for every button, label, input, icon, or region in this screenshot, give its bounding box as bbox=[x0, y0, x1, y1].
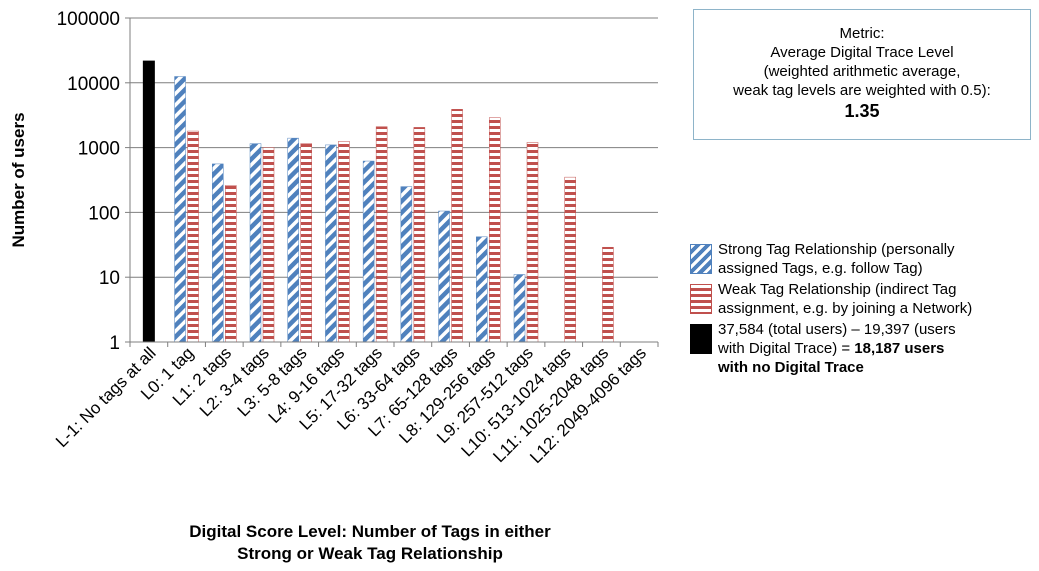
legend-none-line3: with no Digital Trace bbox=[718, 359, 864, 376]
legend-none-line2-prefix: with Digital Trace) = bbox=[718, 340, 855, 357]
y-tick-label: 100000 bbox=[57, 9, 120, 30]
metric-desc-line1: (weighted arithmetic average, bbox=[763, 63, 961, 80]
bar-strong bbox=[212, 163, 224, 343]
legend-item-weak: Weak Tag Relationship (indirect Tag assi… bbox=[690, 280, 1035, 318]
legend-weak-line2: assignment, e.g. by joining a Network) bbox=[718, 300, 973, 317]
bar-strong bbox=[287, 137, 299, 343]
bar-strong bbox=[438, 210, 450, 343]
bar-none bbox=[142, 60, 155, 342]
x-axis-label-line2: Strong or Weak Tag Relationship bbox=[237, 544, 503, 563]
metric-desc-line2: weak tag levels are weighted with 0.5): bbox=[733, 82, 991, 99]
legend-strong-line2: assigned Tags, e.g. follow Tag) bbox=[718, 260, 923, 277]
bar-weak bbox=[225, 185, 237, 343]
legend-none-line2-bold: 18,187 users bbox=[854, 340, 945, 357]
bar-strong bbox=[362, 160, 375, 343]
bar-weak bbox=[262, 147, 275, 343]
bar-strong bbox=[400, 186, 413, 343]
axes bbox=[125, 17, 659, 347]
legend-none-line2: with Digital Trace) = 18,187 users bbox=[718, 339, 1035, 358]
bar-weak bbox=[338, 141, 350, 343]
y-tick-label: 10 bbox=[99, 268, 120, 289]
legend-item-strong: Strong Tag Relationship (personally assi… bbox=[690, 240, 1035, 278]
legend: Strong Tag Relationship (personally assi… bbox=[690, 240, 1035, 379]
bar-weak bbox=[451, 109, 463, 343]
metric-box: Metric: Average Digital Trace Level (wei… bbox=[693, 9, 1031, 140]
bar-strong bbox=[249, 143, 262, 343]
bar-strong bbox=[476, 236, 488, 343]
bar-weak bbox=[602, 246, 614, 343]
y-axis-label: Number of users bbox=[9, 112, 28, 247]
legend-swatch-weak bbox=[690, 284, 712, 314]
legend-swatch-none bbox=[690, 324, 712, 354]
bars bbox=[142, 60, 614, 343]
y-tick-label: 1 bbox=[109, 333, 120, 354]
metric-name: Average Digital Trace Level bbox=[770, 44, 954, 61]
bar-weak bbox=[300, 143, 312, 343]
bar-strong bbox=[325, 144, 337, 343]
bar-weak bbox=[413, 127, 426, 343]
bar-weak bbox=[489, 117, 501, 343]
y-tick-labels: 1 10 100 1000 10000 100000 bbox=[57, 9, 120, 354]
y-tick-label: 10000 bbox=[67, 74, 120, 95]
bar-weak bbox=[187, 130, 199, 343]
legend-strong-line1: Strong Tag Relationship (personally bbox=[718, 241, 955, 258]
y-tick-label: 1000 bbox=[78, 139, 120, 160]
bar-weak bbox=[564, 176, 576, 343]
bar-weak bbox=[375, 126, 388, 343]
y-tick-label: 100 bbox=[88, 203, 120, 224]
metric-value: 1.35 bbox=[844, 101, 880, 121]
bar-weak bbox=[526, 142, 539, 343]
bar-strong bbox=[174, 76, 186, 343]
metric-title: Metric: bbox=[839, 25, 885, 42]
legend-weak-line1: Weak Tag Relationship (indirect Tag bbox=[718, 281, 957, 298]
x-axis-label: Digital Score Level: Number of Tags in e… bbox=[100, 521, 640, 565]
gridlines bbox=[130, 17, 658, 278]
legend-none-line1: 37,584 (total users) – 19,397 (users bbox=[718, 321, 956, 338]
x-axis-label-line1: Digital Score Level: Number of Tags in e… bbox=[189, 522, 551, 541]
legend-item-none: 37,584 (total users) – 19,397 (users wit… bbox=[690, 320, 1035, 377]
bar-strong bbox=[513, 274, 526, 343]
legend-swatch-strong bbox=[690, 244, 712, 274]
